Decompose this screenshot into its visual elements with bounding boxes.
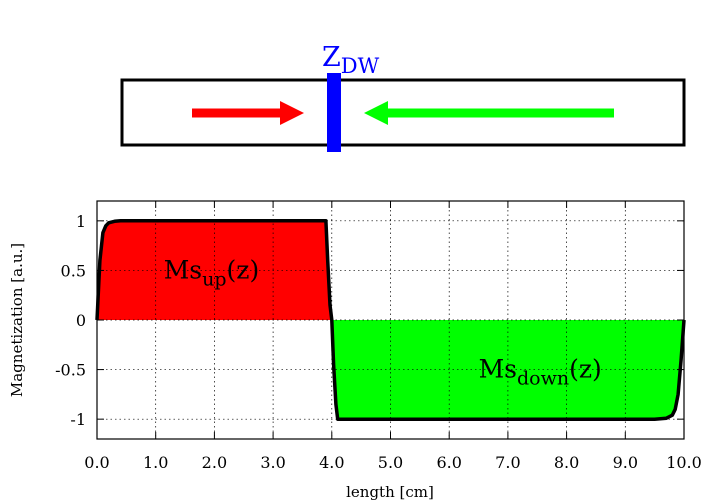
annotation-tail: (z) [569, 355, 602, 384]
right-domain-arrow-head [364, 101, 388, 125]
x-tick-label: 10.0 [666, 453, 702, 472]
x-tick-label: 1.0 [143, 453, 168, 472]
x-tick-label: 9.0 [613, 453, 638, 472]
x-tick-label: 8.0 [554, 453, 579, 472]
y-tick-label: 1 [76, 212, 86, 231]
magnetization-curve [95, 219, 686, 421]
y-tick-label: 0.5 [61, 261, 86, 280]
annotation-tail: (z) [227, 255, 260, 284]
domain-wall-label: ZDW [322, 42, 380, 78]
y-axis-label: Magnetization [a.u.] [8, 243, 26, 397]
x-tick-label: 6.0 [436, 453, 461, 472]
annotation-main: Ms [164, 255, 202, 284]
left-domain-arrow-head [280, 101, 304, 125]
y-tick-label: 0 [76, 311, 86, 330]
chart-annotations: Msup(z)Msdown(z) [164, 255, 602, 389]
magnetization-chart: 0.0 1.0 2.0 3.0 4.0 5.0 6.0 7.0 8.0 9.0 10.0 -1 -0.5… [8, 200, 702, 501]
annotation-main: Ms [479, 355, 517, 384]
domain-wall-bar [327, 73, 341, 152]
chart-curves [95, 219, 686, 421]
y-tick-label: -0.5 [55, 361, 86, 380]
x-tick-label: 7.0 [495, 453, 520, 472]
chart-ticks: 0.0 1.0 2.0 3.0 4.0 5.0 6.0 7.0 8.0 9.0 10.0 -1 -0.5… [55, 201, 702, 472]
x-tick-label: 0.0 [84, 453, 109, 472]
domain-wall-label-sub: DW [341, 54, 380, 78]
annotation-subscript: down [517, 368, 569, 390]
domain-diagram: ZDW [120, 42, 686, 152]
x-tick-label: 3.0 [260, 453, 285, 472]
annotation-subscript: up [202, 268, 226, 290]
x-axis-label: length [cm] [346, 483, 434, 501]
area-annotation-1: Msup(z) [164, 255, 260, 290]
x-tick-label: 5.0 [378, 453, 403, 472]
x-tick-label: 2.0 [202, 453, 227, 472]
x-tick-label: 4.0 [319, 453, 344, 472]
y-tick-label: -1 [70, 410, 86, 429]
area-annotation-2: Msdown(z) [479, 355, 602, 390]
domain-wall-label-main: Z [322, 42, 341, 73]
